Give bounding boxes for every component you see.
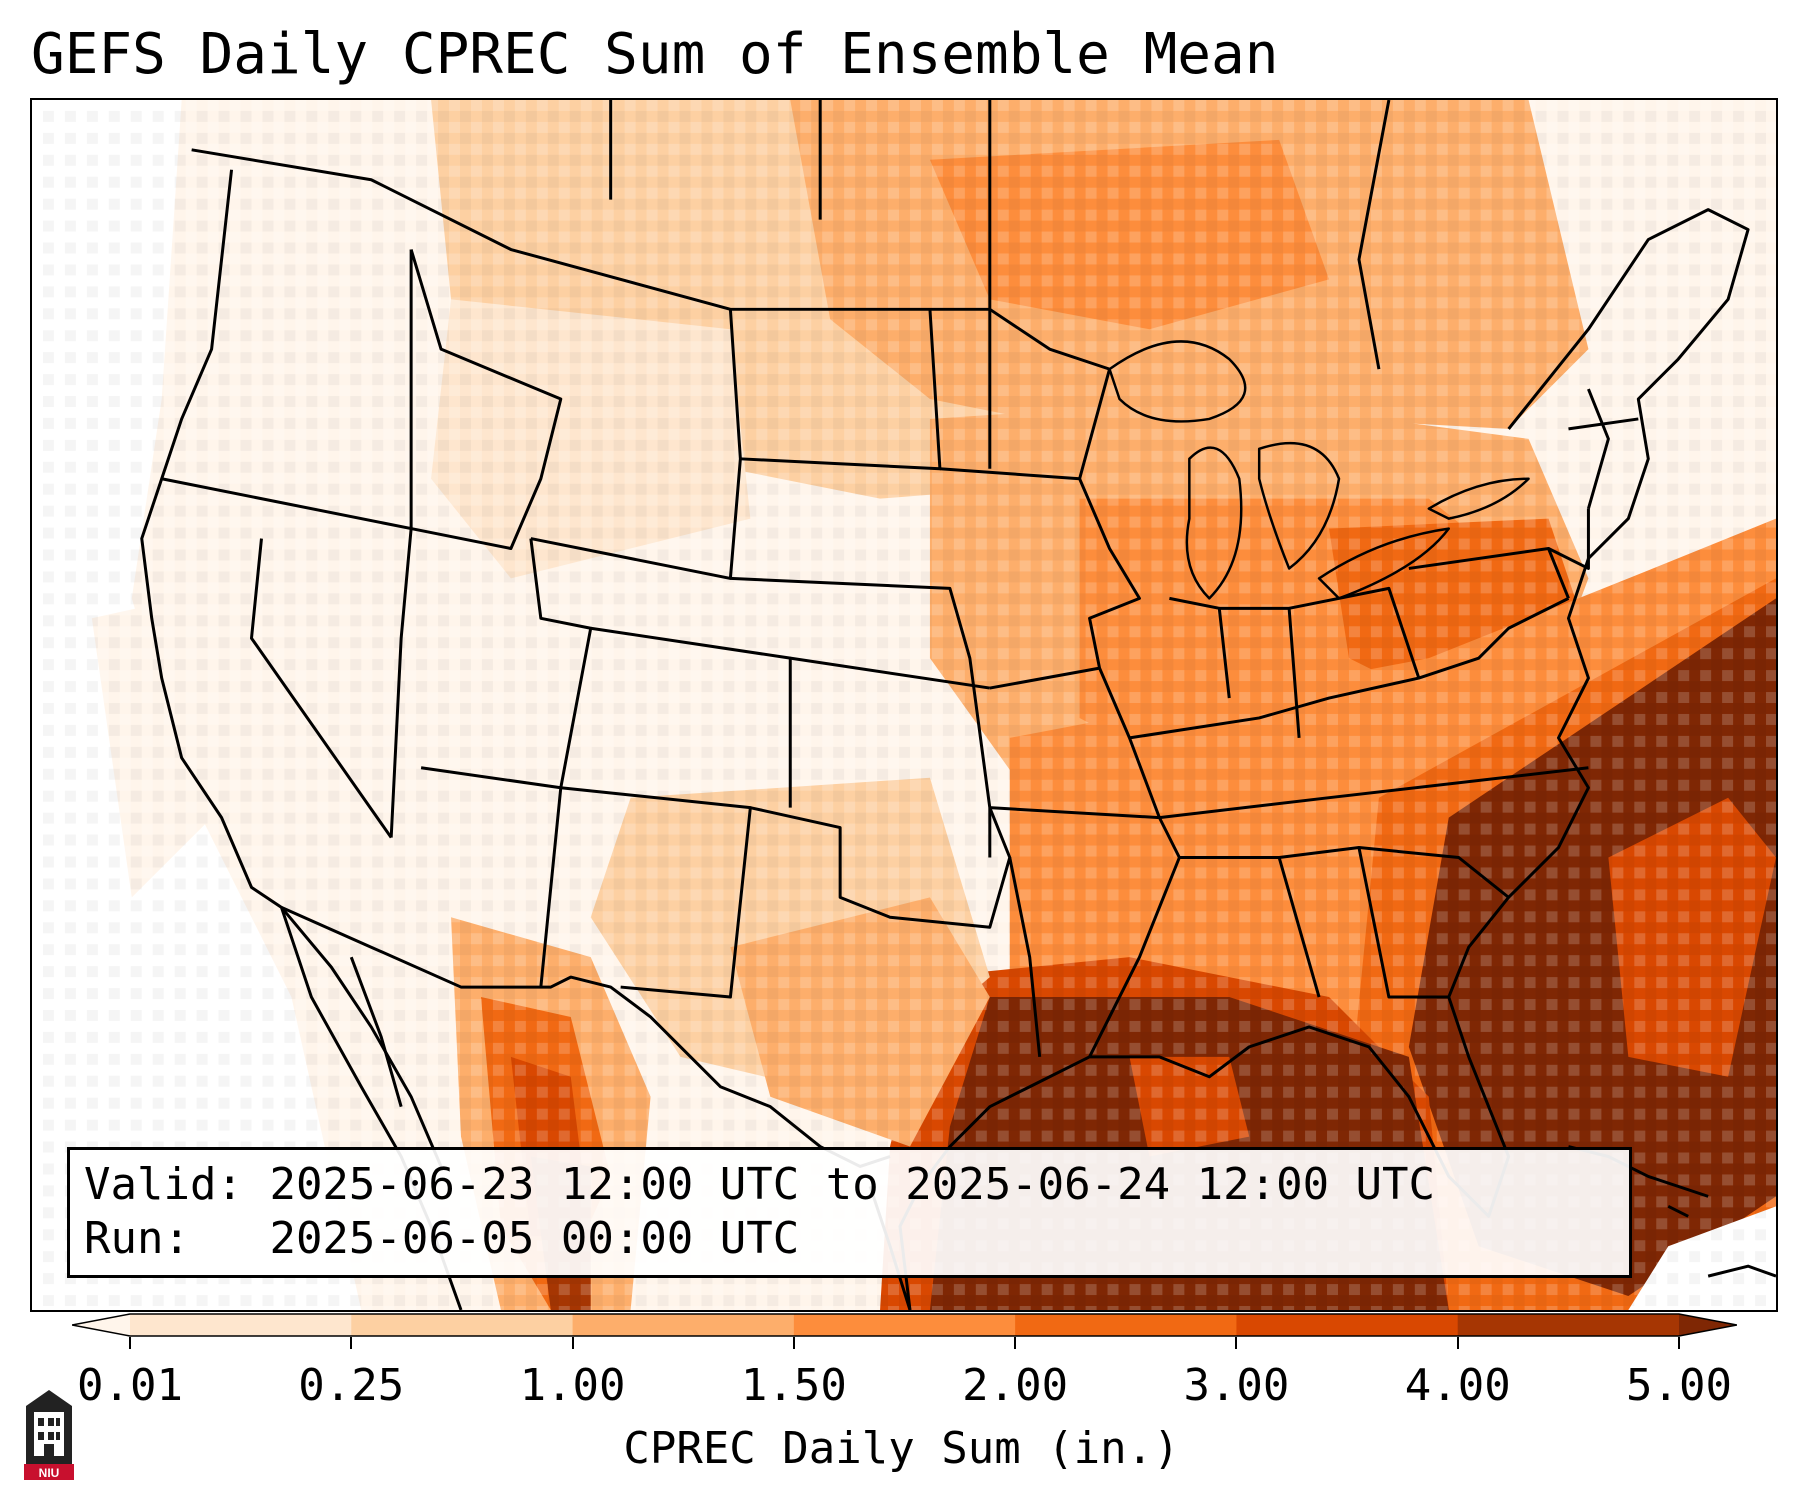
colorbar-extend-max bbox=[1679, 1314, 1737, 1336]
colorbar-tick-mark bbox=[1235, 1337, 1238, 1349]
colorbar-tick-label: 0.01 bbox=[77, 1360, 183, 1411]
colorbar-tick-label: 2.00 bbox=[962, 1360, 1069, 1411]
niu-logo: NIU bbox=[24, 1390, 74, 1480]
colorbar-segment bbox=[1236, 1314, 1459, 1336]
colorbar-segment bbox=[793, 1314, 1016, 1336]
colorbar-tick-label: 0.25 bbox=[298, 1360, 405, 1411]
colorbar-segment bbox=[1015, 1314, 1237, 1336]
run-label: Run: bbox=[84, 1213, 190, 1264]
colorbar-tick-label: 3.00 bbox=[1183, 1360, 1290, 1411]
boundaries bbox=[140, 100, 1776, 1310]
colorbar-outline bbox=[72, 1313, 1737, 1337]
colorbar-tick-mark bbox=[129, 1337, 131, 1349]
colorbar-ticks: 0.01 0.25 1.00 1.50 2.00 3.00 4.00 5.00 bbox=[0, 1358, 1803, 1414]
valid-line: Valid: 2025-06-23 12:00 UTC to 2025-06-2… bbox=[84, 1158, 1615, 1212]
info-box: Valid: 2025-06-23 12:00 UTC to 2025-06-2… bbox=[67, 1147, 1632, 1278]
colorbar-extend-min bbox=[72, 1314, 130, 1336]
colorbar-tick-mark bbox=[792, 1337, 795, 1349]
valid-value: 2025-06-23 12:00 UTC to 2025-06-24 12:00… bbox=[269, 1159, 1436, 1210]
valid-label: Valid: bbox=[84, 1159, 243, 1210]
colorbar-segment bbox=[130, 1314, 352, 1336]
precipitation-map[interactable] bbox=[32, 100, 1776, 1310]
logo-text: NIU bbox=[39, 1466, 60, 1480]
precip-shading bbox=[32, 100, 1776, 1310]
colorbar-tick-label: 1.50 bbox=[740, 1360, 847, 1411]
colorbar-segment bbox=[1457, 1314, 1680, 1336]
logo-banner bbox=[24, 1464, 74, 1480]
map-panel[interactable] bbox=[30, 98, 1778, 1312]
run-line: Run: 2025-06-05 00:00 UTC bbox=[84, 1212, 1615, 1266]
colorbar-tick-mark bbox=[1456, 1337, 1459, 1349]
colorbar-tick-label: 5.00 bbox=[1626, 1360, 1732, 1411]
colorbar-tick-mark bbox=[571, 1337, 574, 1349]
colorbar-segment bbox=[572, 1314, 795, 1336]
colorbar-tick-label: 1.00 bbox=[519, 1360, 626, 1411]
colorbar-segment bbox=[351, 1314, 574, 1336]
colorbar bbox=[72, 1313, 1737, 1337]
run-value: 2025-06-05 00:00 UTC bbox=[269, 1213, 800, 1264]
colorbar-label: CPREC Daily Sum (in.) bbox=[623, 1423, 1180, 1474]
colorbar-tick-label: 4.00 bbox=[1404, 1360, 1511, 1411]
map-title: GEFS Daily CPREC Sum of Ensemble Mean bbox=[31, 22, 1279, 87]
colorbar-tick-mark bbox=[1678, 1337, 1680, 1349]
colorbar-tick-mark bbox=[1014, 1337, 1017, 1349]
colorbar-tick-mark bbox=[350, 1337, 353, 1349]
